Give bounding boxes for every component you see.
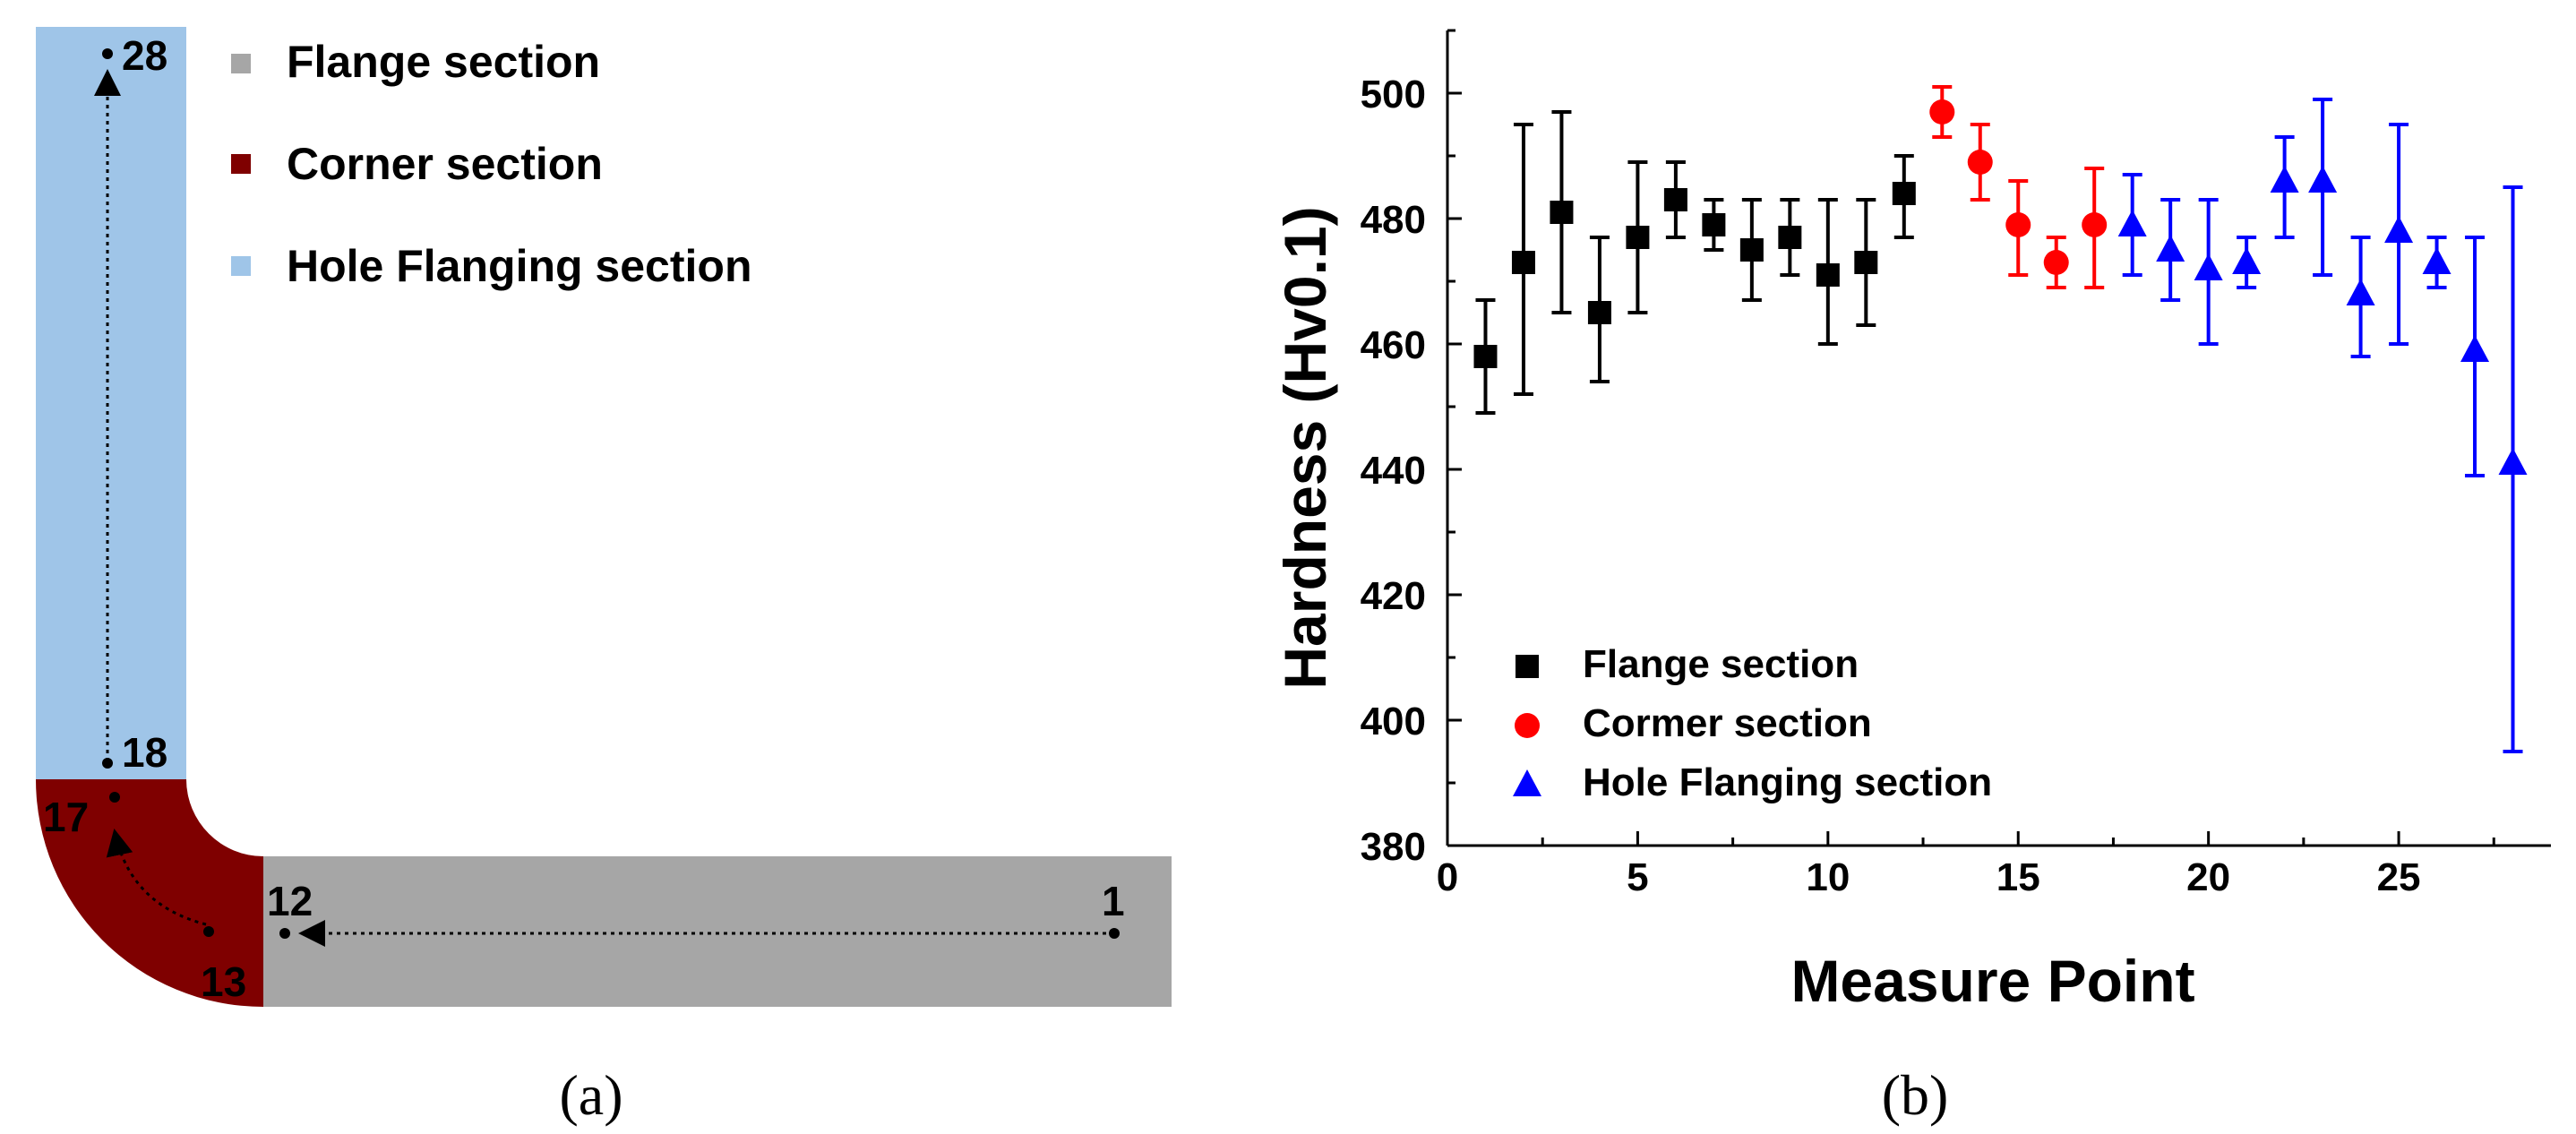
- y-tick-label: 500: [1361, 73, 1426, 116]
- data-point: [2498, 448, 2528, 475]
- y-tick-label: 380: [1361, 825, 1426, 869]
- x-tick-label: 20: [2186, 855, 2230, 899]
- chart-legend-marker-2: [1513, 769, 1541, 796]
- panel-a-schematic: 1 12 13 17 18 28 Flange section Corner s…: [36, 27, 1172, 1007]
- point-1-label: 1: [1102, 878, 1125, 924]
- data-point: [2082, 212, 2108, 237]
- point-13-dot: [203, 926, 214, 937]
- data-point: [2117, 210, 2147, 236]
- point-1-dot: [1109, 928, 1120, 939]
- data-point: [1626, 226, 1650, 249]
- point-12-dot: [279, 928, 290, 939]
- legend-corner-swatch: [231, 154, 251, 174]
- data-point: [2232, 247, 2262, 274]
- hole-flanging-region: [36, 27, 186, 779]
- series-0: [1473, 110, 1916, 415]
- point-28-dot: [102, 48, 113, 59]
- data-point: [2422, 247, 2451, 274]
- y-tick-label: 460: [1361, 323, 1426, 367]
- chart-legend-marker-1: [1515, 713, 1540, 738]
- corner-region: [36, 779, 263, 1007]
- data-point: [1511, 251, 1535, 274]
- data-point: [1587, 301, 1611, 324]
- x-tick-label: 10: [1806, 855, 1850, 899]
- point-18-label: 18: [122, 729, 167, 776]
- y-tick-label: 480: [1361, 198, 1426, 242]
- legend-hole-swatch: [231, 256, 251, 276]
- panel-b-chart: 380 400 420 440 460 480 500 0 5 10 15 20 25 Measure …: [1272, 29, 2551, 1014]
- data-point: [1816, 263, 1840, 287]
- point-17-label: 17: [43, 794, 89, 840]
- data-point: [1550, 201, 1574, 224]
- chart-legend-marker-0: [1516, 655, 1539, 678]
- data-point: [1892, 182, 1916, 205]
- x-axis-title: Measure Point: [1790, 948, 2194, 1014]
- chart-legend-label-hole: Hole Flanging section: [1583, 760, 1992, 804]
- data-point: [2308, 166, 2338, 193]
- data-point: [2005, 212, 2031, 237]
- legend-flange-label: Flange section: [287, 37, 600, 87]
- y-tick-label: 400: [1361, 700, 1426, 743]
- data-point: [1739, 238, 1764, 262]
- data-point: [1967, 150, 1993, 175]
- data-point: [2460, 335, 2490, 362]
- legend-flange-swatch: [231, 54, 251, 73]
- point-17-dot: [109, 792, 120, 803]
- y-axis-title: Hardness (Hv0.1): [1272, 206, 1338, 689]
- chart-legend-label-corner: Cormer section: [1583, 701, 1872, 745]
- series-2: [2117, 98, 2528, 753]
- panel-a-caption: (a): [559, 1063, 623, 1127]
- chart-axes: 380 400 420 440 460 480 500 0 5 10 15 20 25: [1361, 29, 2551, 899]
- data-point: [1702, 213, 1726, 236]
- chart-series: [1473, 85, 2528, 753]
- y-tick-label: 420: [1361, 574, 1426, 618]
- point-18-dot: [102, 758, 113, 769]
- point-28-label: 28: [122, 32, 167, 79]
- data-point: [1473, 345, 1498, 368]
- corner-path-arrow: [106, 829, 207, 926]
- data-point: [2384, 216, 2414, 243]
- x-tick-label: 5: [1627, 855, 1648, 899]
- y-tick-label: 440: [1361, 449, 1426, 493]
- chart-legend: Flange section Cormer section Hole Flang…: [1513, 642, 1992, 804]
- data-point: [2194, 253, 2223, 280]
- point-13-label: 13: [201, 958, 246, 1005]
- data-point: [1929, 99, 1955, 125]
- data-point: [1854, 251, 1878, 274]
- data-point: [2346, 279, 2375, 305]
- chart-legend-label-flange: Flange section: [1583, 642, 1859, 686]
- data-point: [2156, 235, 2185, 262]
- series-1: [1929, 85, 2108, 289]
- point-12-label: 12: [267, 878, 313, 924]
- x-tick-label: 0: [1437, 855, 1458, 899]
- x-tick-label: 15: [1996, 855, 2040, 899]
- data-point: [1663, 188, 1687, 211]
- x-tick-label: 25: [2377, 855, 2421, 899]
- legend-corner-label: Corner section: [287, 139, 603, 189]
- data-point: [1778, 226, 1802, 249]
- data-point: [2270, 166, 2299, 193]
- legend-hole-label: Hole Flanging section: [287, 241, 751, 291]
- flange-region: [263, 856, 1172, 1007]
- data-point: [2043, 250, 2069, 275]
- panel-b-caption: (b): [1882, 1063, 1949, 1127]
